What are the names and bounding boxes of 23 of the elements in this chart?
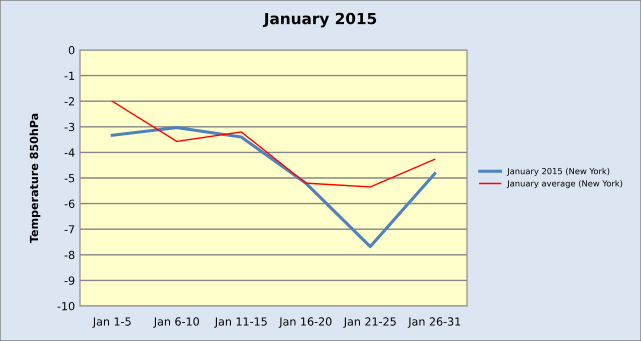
- y-tick-label: 0: [68, 46, 74, 54]
- y-tick-label: -5: [64, 174, 74, 182]
- line-series: [110, 126, 436, 248]
- y-tick-label: -2: [64, 97, 74, 106]
- x-tick-label: Jan 11-15: [214, 317, 267, 328]
- y-axis-title: Temperature 850hPa: [30, 114, 40, 244]
- y-tick-label: -6: [64, 200, 74, 208]
- y-tick-label: -9: [64, 276, 74, 285]
- x-tick-label: Jan 1-5: [92, 317, 131, 328]
- line-series: [112, 100, 436, 188]
- y-tick-label: -4: [64, 148, 75, 157]
- chart-title: January 2015: [262, 12, 376, 28]
- y-tick-label: -1: [64, 72, 74, 80]
- y-tick-label: -3: [64, 122, 74, 132]
- y-tick-label: -7: [64, 225, 74, 234]
- x-tick-label: Jan 16-20: [278, 317, 332, 328]
- y-tick-label: -8: [64, 250, 74, 260]
- legend-label: January average (New York): [506, 180, 622, 188]
- x-tick-label: Jan 6-10: [153, 317, 199, 328]
- y-tick-label: -10: [58, 302, 74, 310]
- x-tick-label: Jan 26-31: [408, 317, 460, 328]
- x-tick-label: Jan 21-25: [343, 317, 396, 328]
- legend-label: January 2015 (New York): [506, 168, 610, 176]
